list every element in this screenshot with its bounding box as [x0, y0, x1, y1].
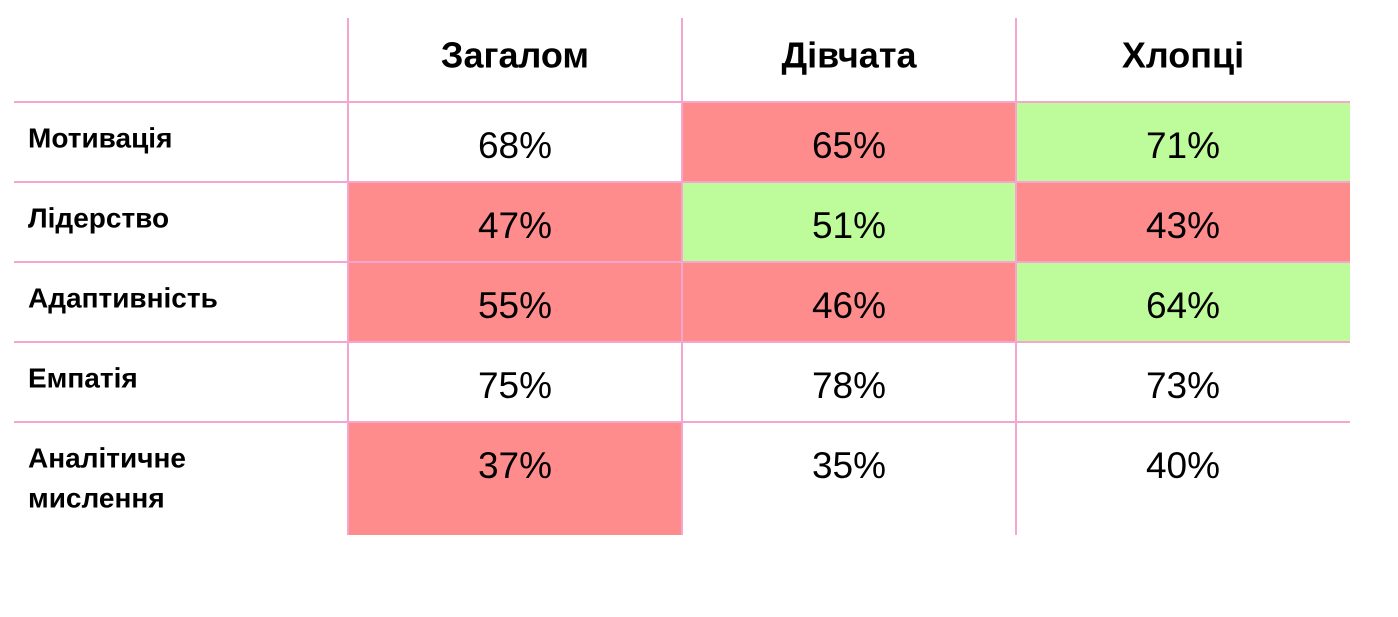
- row-label: Емпатія: [28, 362, 138, 393]
- cell-value: 40%: [1146, 445, 1220, 486]
- row-label: Лідерство: [28, 202, 169, 233]
- cell-fill: [682, 182, 1016, 262]
- column-header: Загалом: [441, 35, 589, 76]
- column-header: Дівчата: [782, 35, 918, 76]
- cell-value: 64%: [1146, 285, 1220, 326]
- cell-fill: [1016, 102, 1350, 182]
- cell-value: 65%: [812, 125, 886, 166]
- row-label: мислення: [28, 482, 165, 513]
- cell-value: 71%: [1146, 125, 1220, 166]
- cell-fill: [682, 102, 1016, 182]
- cell-value: 55%: [478, 285, 552, 326]
- row-label: Адаптивність: [28, 282, 218, 313]
- row-label: Мотивація: [28, 122, 172, 153]
- cell-value: 78%: [812, 365, 886, 406]
- cell-fill: [348, 182, 682, 262]
- column-header: Хлопці: [1122, 35, 1244, 76]
- cell-value: 73%: [1146, 365, 1220, 406]
- cell-value: 75%: [478, 365, 552, 406]
- cell-value: 68%: [478, 125, 552, 166]
- cell-value: 46%: [812, 285, 886, 326]
- cell-fill: [1016, 262, 1350, 342]
- cell-value: 37%: [478, 445, 552, 486]
- cell-value: 47%: [478, 205, 552, 246]
- cell-fill: [1016, 182, 1350, 262]
- cell-fill: [348, 262, 682, 342]
- cell-value: 43%: [1146, 205, 1220, 246]
- cell-value: 35%: [812, 445, 886, 486]
- cell-fill: [682, 262, 1016, 342]
- cell-fill: [348, 422, 682, 535]
- row-label: Аналітичне: [28, 442, 186, 473]
- cell-value: 51%: [812, 205, 886, 246]
